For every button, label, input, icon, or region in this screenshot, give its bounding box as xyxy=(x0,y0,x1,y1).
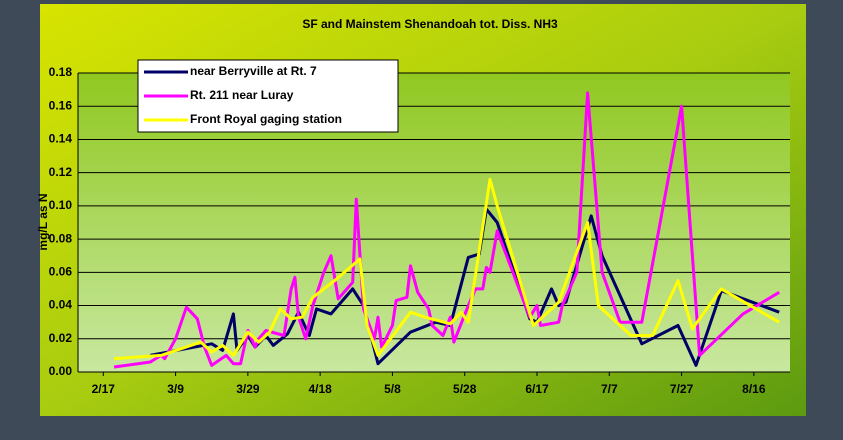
x-tick-label: 8/16 xyxy=(742,382,766,396)
data-line xyxy=(113,177,780,361)
y-tick-label: 0.10 xyxy=(49,198,73,212)
x-tick-label: 7/7 xyxy=(601,382,618,396)
y-tick-label: 0.02 xyxy=(49,331,73,345)
y-tick-label: 0.08 xyxy=(49,231,73,245)
x-tick-label: 5/28 xyxy=(453,382,477,396)
y-tick-label: 0.12 xyxy=(49,165,73,179)
y-tick-label: 0.14 xyxy=(49,132,73,146)
legend-label: Rt. 211 near Luray xyxy=(190,88,294,102)
y-tick-label: 0.16 xyxy=(49,98,73,112)
x-tick-label: 3/29 xyxy=(236,382,260,396)
x-tick-label: 5/8 xyxy=(384,382,401,396)
y-tick-label: 0.00 xyxy=(49,364,73,378)
x-tick-label: 4/18 xyxy=(308,382,332,396)
y-axis-label: mg/L as N xyxy=(36,193,50,250)
y-tick-label: 0.04 xyxy=(49,298,73,312)
x-tick-label: 6/17 xyxy=(525,382,549,396)
x-tick-label: 2/17 xyxy=(92,382,116,396)
y-tick-label: 0.06 xyxy=(49,265,73,279)
x-tick-label: 3/9 xyxy=(167,382,184,396)
legend-label: near Berryville at Rt. 7 xyxy=(190,64,317,78)
x-tick-label: 7/27 xyxy=(670,382,694,396)
legend-label: Front Royal gaging station xyxy=(190,112,342,126)
chart-title: SF and Mainstem Shenandoah tot. Diss. NH… xyxy=(302,17,558,31)
y-tick-label: 0.18 xyxy=(49,65,73,79)
data-line xyxy=(113,91,780,369)
